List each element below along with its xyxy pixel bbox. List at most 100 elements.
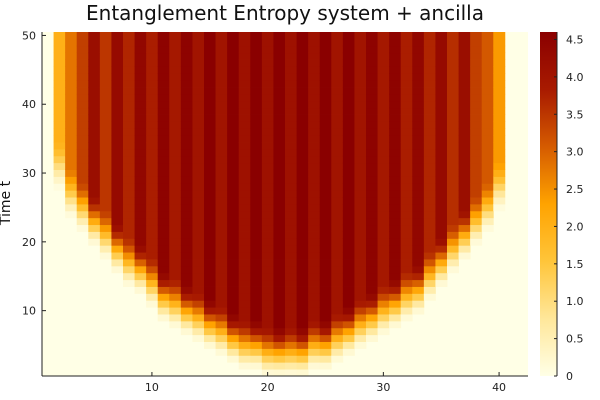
heatmap-cell xyxy=(157,245,170,253)
heatmap-cell xyxy=(354,38,367,47)
heatmap-cell xyxy=(111,162,124,170)
heatmap-cell xyxy=(261,107,274,115)
heatmap-cell xyxy=(111,245,124,253)
heatmap-cell xyxy=(227,80,240,88)
heatmap-cell xyxy=(285,334,297,342)
heatmap-cell xyxy=(400,107,413,115)
heatmap-cell xyxy=(435,252,448,260)
heatmap-cell xyxy=(157,135,170,143)
heatmap-cell xyxy=(285,300,297,308)
heatmap-cell xyxy=(400,300,413,308)
heatmap-cell xyxy=(435,169,448,177)
heatmap-cell xyxy=(354,87,367,95)
heatmap-cell xyxy=(157,238,170,246)
heatmap-cell xyxy=(123,114,135,122)
heatmap-cell xyxy=(88,238,101,246)
heatmap-cell xyxy=(76,183,89,191)
heatmap-cell xyxy=(88,224,101,232)
heatmap-cell xyxy=(285,87,297,95)
heatmap-cell xyxy=(169,314,182,322)
heatmap-cell xyxy=(493,45,506,54)
heatmap-cell xyxy=(65,45,78,54)
heatmap-cell xyxy=(123,169,135,177)
heatmap-cell xyxy=(296,272,309,281)
heatmap-cell xyxy=(192,272,205,281)
heatmap-cell xyxy=(180,87,193,95)
heatmap-cell xyxy=(273,279,286,287)
heatmap-cell xyxy=(400,93,413,102)
heatmap-cell xyxy=(238,66,251,74)
heatmap-cell xyxy=(273,155,286,164)
heatmap-cell xyxy=(123,238,135,246)
heatmap-cell xyxy=(377,210,390,219)
heatmap-cell xyxy=(134,148,147,157)
heatmap-cell xyxy=(377,148,390,157)
heatmap-cell xyxy=(99,224,112,232)
heatmap-cell xyxy=(366,224,378,232)
heatmap-cell xyxy=(250,183,263,191)
heatmap-cell xyxy=(470,38,483,47)
heatmap-cell xyxy=(458,121,471,129)
heatmap-cell xyxy=(146,265,159,274)
heatmap-cell xyxy=(204,210,216,219)
heatmap-cell xyxy=(389,314,402,322)
heatmap-cell xyxy=(447,52,459,60)
heatmap-cell xyxy=(481,176,494,184)
heatmap-cell xyxy=(377,59,390,67)
heatmap-cell xyxy=(192,314,205,322)
heatmap-cell xyxy=(285,45,297,54)
heatmap-cell xyxy=(273,183,286,191)
heatmap-cell xyxy=(146,100,159,109)
heatmap-cell xyxy=(412,190,425,198)
heatmap-cell xyxy=(250,314,263,322)
heatmap-cell xyxy=(319,286,332,294)
heatmap-cell xyxy=(261,135,274,143)
heatmap-cell xyxy=(215,279,228,287)
heatmap-cell xyxy=(123,38,135,47)
heatmap-cell xyxy=(273,334,286,342)
heatmap-cell xyxy=(261,128,274,136)
heatmap-cell xyxy=(261,87,274,95)
heatmap-cell xyxy=(435,128,448,136)
heatmap-cell xyxy=(331,197,344,205)
heatmap-cell xyxy=(76,204,89,212)
heatmap-cell xyxy=(412,38,425,47)
heatmap-cell xyxy=(296,334,309,342)
heatmap-cell xyxy=(389,135,402,143)
heatmap-cell xyxy=(400,252,413,260)
heatmap-cell xyxy=(366,286,378,294)
heatmap-cell xyxy=(261,279,274,287)
heatmap-cell xyxy=(180,300,193,308)
heatmap-cell xyxy=(180,155,193,164)
heatmap-cell xyxy=(435,45,448,54)
heatmap-cell xyxy=(342,217,355,226)
heatmap-cell xyxy=(134,114,147,122)
heatmap-cell xyxy=(331,73,344,81)
heatmap-cell xyxy=(215,265,228,274)
heatmap-cell xyxy=(435,38,448,47)
heatmap-cell xyxy=(134,121,147,129)
heatmap-cell xyxy=(308,176,321,184)
heatmap-cell xyxy=(111,73,124,81)
heatmap-cell xyxy=(400,176,413,184)
heatmap-cell xyxy=(354,114,367,122)
heatmap-cell xyxy=(308,293,321,301)
heatmap-cell xyxy=(180,204,193,212)
heatmap-cell xyxy=(412,286,425,294)
heatmap-cell xyxy=(215,293,228,301)
heatmap-cell xyxy=(204,114,216,122)
heatmap-cell xyxy=(227,224,240,232)
heatmap-cell xyxy=(400,259,413,267)
heatmap-cell xyxy=(412,183,425,191)
heatmap-cell xyxy=(377,52,390,60)
heatmap-cell xyxy=(261,314,274,322)
heatmap-cell xyxy=(412,114,425,122)
heatmap-cell xyxy=(423,169,436,177)
heatmap-cell xyxy=(319,73,332,81)
x-tick-label: 20 xyxy=(261,381,275,394)
heatmap-cell xyxy=(389,73,402,81)
heatmap-cell xyxy=(204,142,216,150)
heatmap-cell xyxy=(400,217,413,226)
heatmap-cell xyxy=(366,93,378,102)
heatmap-cell xyxy=(134,279,147,287)
